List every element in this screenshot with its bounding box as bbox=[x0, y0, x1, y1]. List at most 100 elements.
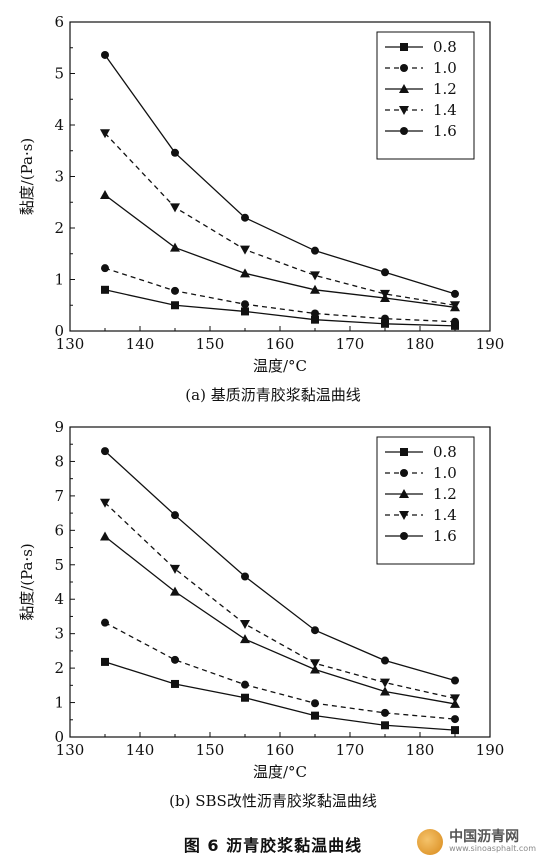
chart-a-point-1.4 bbox=[310, 271, 320, 281]
chart-b-legend-label: 1.2 bbox=[433, 485, 457, 503]
chart-b-point-0.8 bbox=[381, 721, 389, 730]
chart-b-xlabel: 温度/°C bbox=[253, 763, 307, 781]
caption-b: (b) SBS改性沥青胶浆黏温曲线 bbox=[169, 792, 377, 810]
chart-a-ytick-label: 3 bbox=[54, 168, 64, 186]
chart-b-point-1.0 bbox=[171, 655, 179, 664]
chart-b-ytick-label: 0 bbox=[54, 728, 64, 746]
chart-a-legend-label: 1.4 bbox=[433, 101, 457, 119]
chart-a-legend bbox=[376, 31, 475, 160]
chart-b-ytick-label: 1 bbox=[54, 694, 64, 712]
chart-a-point-1.6 bbox=[241, 213, 249, 222]
chart-a: 130 140 150 160 170 180 190 0 1 2 3 4 5 6 温度/°C 黏度/(Pa·… bbox=[18, 13, 505, 375]
chart-a-legend-label: 1.2 bbox=[433, 80, 457, 98]
chart-b-xtick-label: 160 bbox=[266, 741, 295, 759]
chart-b-xtick-label: 150 bbox=[196, 741, 225, 759]
chart-b-point-0.8 bbox=[171, 679, 179, 688]
chart-a-legend-marker bbox=[400, 43, 408, 51]
chart-b-xtick-label: 130 bbox=[56, 741, 85, 759]
chart-a-point-1.4 bbox=[450, 301, 460, 311]
chart-b-xtick-label: 180 bbox=[406, 741, 435, 759]
chart-b-legend-label: 0.8 bbox=[433, 443, 457, 461]
chart-b-point-1.2 bbox=[380, 686, 390, 696]
chart-a-series-line-1.4 bbox=[104, 132, 456, 306]
chart-a-point-0.8 bbox=[451, 321, 459, 330]
chart-b-series-line-1.6 bbox=[104, 450, 456, 682]
chart-b-point-1.6 bbox=[241, 572, 249, 581]
chart-a-ytick-label: 0 bbox=[54, 322, 64, 340]
chart-a-point-1.4 bbox=[380, 289, 390, 299]
chart-b-series-line-1.2 bbox=[104, 536, 456, 705]
chart-b-point-0.8 bbox=[451, 726, 459, 735]
chart-a-legend-marker bbox=[399, 106, 409, 115]
chart-b-legend-label: 1.0 bbox=[433, 464, 457, 482]
chart-a-point-1.2 bbox=[100, 190, 110, 200]
chart-b-point-1.0 bbox=[101, 618, 109, 627]
watermark-logo-icon bbox=[417, 829, 444, 855]
chart-b-point-1.2 bbox=[240, 634, 250, 644]
chart-a-legend-label: 1.0 bbox=[433, 59, 457, 77]
chart-a-point-1.0 bbox=[171, 286, 179, 295]
chart-a-point-1.0 bbox=[101, 264, 109, 273]
chart-a-ytick-label: 5 bbox=[54, 65, 64, 83]
chart-a-point-1.4 bbox=[240, 245, 250, 255]
chart-b-ytick-label: 5 bbox=[54, 556, 64, 574]
chart-a-point-1.6 bbox=[311, 246, 319, 255]
chart-b-legend-marker bbox=[400, 532, 408, 540]
chart-a-point-1.4 bbox=[100, 129, 110, 139]
chart-b-point-1.0 bbox=[381, 708, 389, 717]
chart-a-point-1.0 bbox=[381, 314, 389, 323]
chart-a-point-1.4 bbox=[170, 203, 180, 213]
chart-b-point-1.6 bbox=[171, 511, 179, 520]
chart-a-xtick-label: 130 bbox=[56, 335, 85, 353]
chart-a-xtick-label: 150 bbox=[196, 335, 225, 353]
chart-b-legend-marker bbox=[399, 489, 409, 498]
chart-a-legend-label: 0.8 bbox=[433, 38, 457, 56]
chart-b-xtick-label: 140 bbox=[126, 741, 155, 759]
chart-b: 130 140 150 160 170 180 190 0 1 2 3 4 5 6 7 8 9 温度/°C 黏度/(… bbox=[18, 418, 505, 781]
watermark-url: www.sinoasphalt.com bbox=[449, 844, 536, 854]
chart-b-point-0.8 bbox=[101, 657, 109, 666]
chart-b-point-1.2 bbox=[170, 586, 180, 596]
chart-a-series-line-0.8 bbox=[104, 289, 456, 327]
chart-a-xtick-label: 160 bbox=[266, 335, 295, 353]
chart-b-point-0.8 bbox=[241, 693, 249, 702]
chart-b-legend-label: 1.6 bbox=[433, 527, 457, 545]
chart-b-ytick-label: 4 bbox=[54, 590, 64, 608]
chart-a-xtick-label: 140 bbox=[126, 335, 155, 353]
chart-a-point-1.2 bbox=[240, 268, 250, 278]
chart-a-ytick-label: 1 bbox=[54, 271, 64, 289]
chart-b-point-1.2 bbox=[100, 531, 110, 541]
chart-b-point-1.4 bbox=[450, 694, 460, 704]
chart-b-point-1.0 bbox=[311, 699, 319, 708]
chart-a-point-0.8 bbox=[311, 315, 319, 324]
chart-b-point-1.4 bbox=[170, 564, 180, 574]
chart-a-xtick-label: 180 bbox=[406, 335, 435, 353]
chart-b-xtick-label: 190 bbox=[476, 741, 505, 759]
chart-a-ytick-label: 4 bbox=[54, 116, 64, 134]
chart-b-point-1.6 bbox=[451, 676, 459, 685]
chart-a-point-0.8 bbox=[101, 285, 109, 294]
chart-b-point-1.6 bbox=[311, 626, 319, 635]
chart-b-point-1.0 bbox=[241, 680, 249, 689]
chart-b-legend bbox=[376, 436, 475, 565]
chart-b-ytick-label: 7 bbox=[54, 487, 64, 505]
chart-b-xtick-label: 170 bbox=[336, 741, 365, 759]
chart-b-ytick-label: 3 bbox=[54, 625, 64, 643]
chart-a-ytick-label: 2 bbox=[54, 219, 64, 237]
chart-b-point-1.2 bbox=[450, 698, 460, 708]
chart-b-point-1.4 bbox=[310, 659, 320, 669]
chart-a-legend-marker bbox=[400, 127, 408, 135]
chart-b-ytick-label: 2 bbox=[54, 659, 64, 677]
chart-b-point-1.4 bbox=[100, 498, 110, 508]
chart-a-point-0.8 bbox=[171, 301, 179, 310]
chart-a-point-1.6 bbox=[381, 268, 389, 277]
figure-title: 图 6 沥青胶浆黏温曲线 bbox=[183, 836, 363, 855]
chart-a-point-1.0 bbox=[241, 300, 249, 309]
chart-a-xtick-label: 190 bbox=[476, 335, 505, 353]
chart-b-point-1.2 bbox=[310, 664, 320, 674]
chart-a-series-line-1.0 bbox=[104, 267, 456, 323]
chart-b-ytick-label: 6 bbox=[54, 521, 64, 539]
chart-a-legend-marker bbox=[400, 64, 408, 72]
chart-b-legend-marker bbox=[399, 511, 409, 520]
